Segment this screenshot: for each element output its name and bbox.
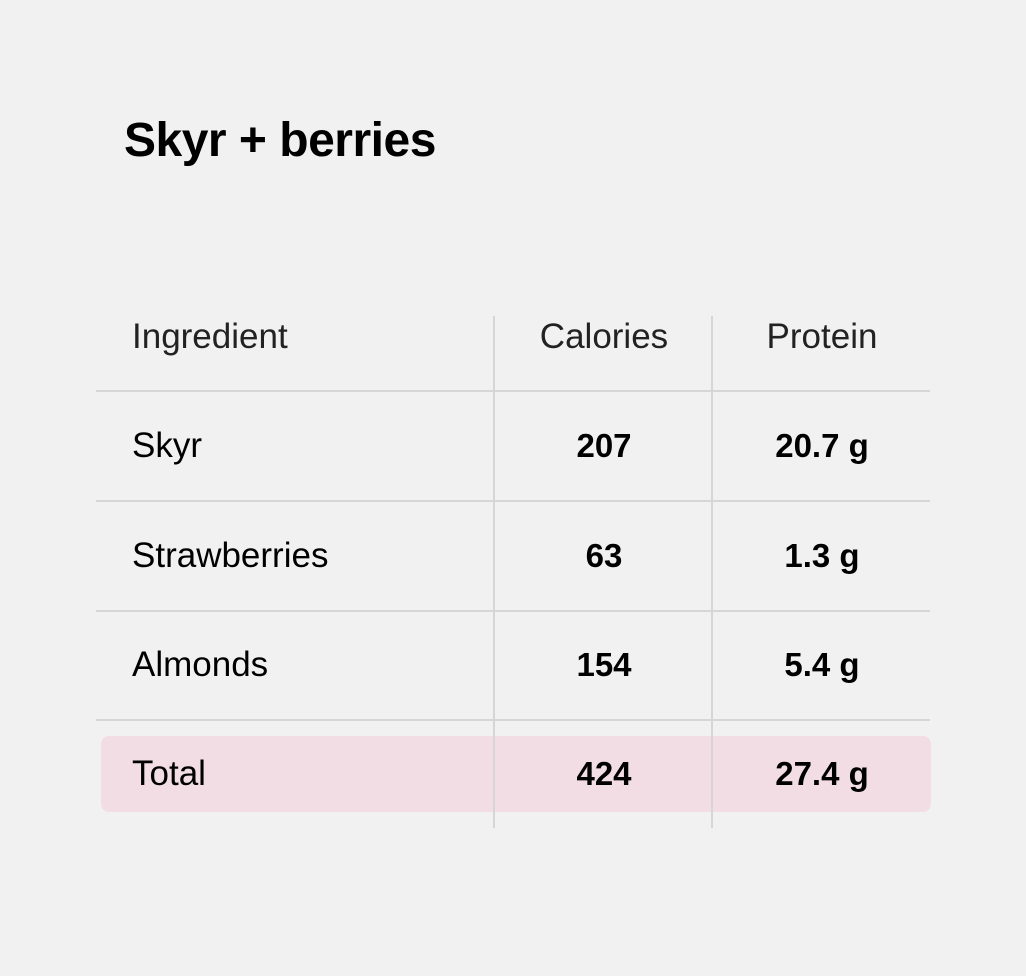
row-divider-header bbox=[96, 390, 930, 392]
row-calories-almonds: 154 bbox=[576, 646, 632, 683]
row-ingredient-almonds: Almonds bbox=[132, 645, 269, 684]
row-ingredient-skyr: Skyr bbox=[132, 426, 202, 465]
header-ingredient: Ingredient bbox=[132, 317, 288, 356]
header-protein: Protein bbox=[766, 317, 878, 356]
header-calories: Calories bbox=[539, 317, 669, 356]
row-protein-skyr: 20.7 g bbox=[775, 427, 869, 464]
page-title: Skyr + berries bbox=[124, 114, 436, 167]
row-divider-2 bbox=[96, 610, 930, 612]
column-divider-2 bbox=[711, 316, 713, 828]
row-divider-1 bbox=[96, 500, 930, 502]
row-protein-strawberries: 1.3 g bbox=[784, 537, 860, 574]
row-calories-skyr: 207 bbox=[576, 427, 632, 464]
total-calories: 424 bbox=[576, 755, 632, 792]
row-divider-3 bbox=[96, 719, 930, 721]
column-divider-1 bbox=[493, 316, 495, 828]
row-calories-strawberries: 63 bbox=[585, 537, 623, 574]
total-protein: 27.4 g bbox=[775, 755, 869, 792]
row-ingredient-strawberries: Strawberries bbox=[132, 536, 329, 575]
row-protein-almonds: 5.4 g bbox=[784, 646, 860, 683]
total-row-highlight bbox=[101, 736, 931, 812]
total-label: Total bbox=[132, 754, 206, 793]
